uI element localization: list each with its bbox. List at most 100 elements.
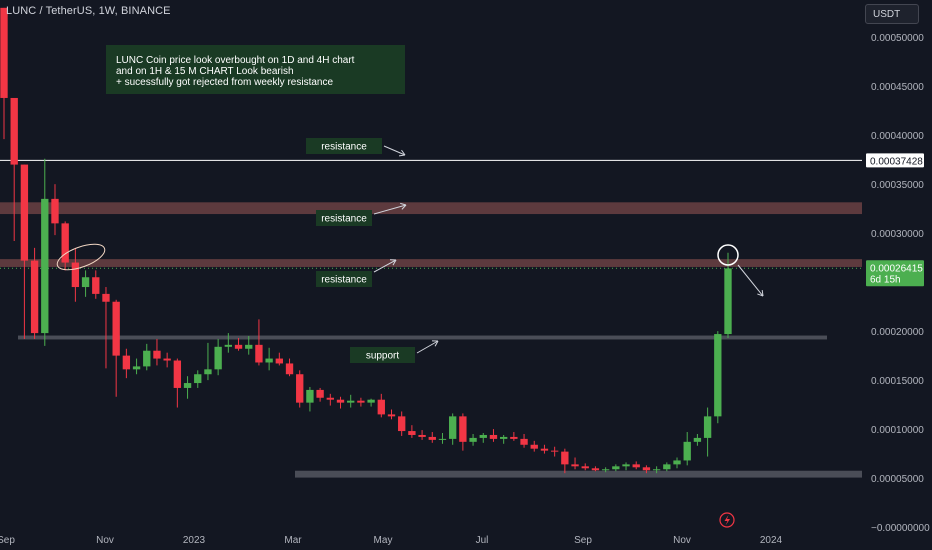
label-arrow	[383, 145, 406, 157]
label-arrow	[416, 340, 439, 354]
x-tick-label: 2023	[183, 535, 206, 546]
label-text: support	[366, 351, 400, 362]
arrow-shaft	[383, 145, 406, 156]
candle	[449, 413, 457, 445]
candle	[520, 433, 528, 448]
x-tick-label: Nov	[96, 535, 114, 546]
candle	[61, 221, 69, 271]
candle	[30, 247, 39, 339]
candle	[285, 358, 294, 377]
downside-arrow	[737, 264, 764, 297]
lightning-bolt-icon	[719, 512, 735, 528]
arrow-head	[761, 289, 764, 297]
label-background	[316, 210, 372, 226]
candle-body	[285, 363, 294, 375]
y-tick-label: 0.00015000	[871, 376, 924, 387]
candle	[601, 467, 610, 473]
x-tick-label: Sep	[0, 535, 15, 546]
y-tick-label: 0.00040000	[871, 131, 924, 142]
candle	[703, 407, 712, 457]
candle-body	[418, 434, 426, 437]
candle-body	[102, 293, 110, 302]
candle	[367, 398, 375, 407]
label-text: resistance	[321, 214, 367, 225]
candle	[204, 342, 212, 381]
note-line: and on 1H & 15 M CHART Look bearish	[116, 66, 294, 77]
arrow-head	[401, 149, 406, 156]
arrow-head	[392, 259, 397, 266]
candle-body	[81, 277, 90, 288]
candle-body	[347, 400, 355, 403]
candle	[306, 386, 314, 412]
label-arrow	[373, 202, 407, 215]
y-tick-label: 0.00050000	[871, 33, 924, 44]
candle-body	[153, 350, 161, 359]
candle-body	[163, 358, 171, 361]
candle-body	[398, 416, 406, 432]
candle-body	[41, 198, 49, 334]
x-tick-label: Sep	[574, 535, 592, 546]
candle	[622, 462, 630, 471]
candle	[479, 433, 487, 443]
arrow-head	[434, 340, 439, 347]
note-line: LUNC Coin price look overbought on 1D an…	[116, 55, 355, 66]
candle	[489, 429, 498, 442]
candle	[540, 444, 549, 454]
arrow-shaft	[373, 204, 407, 215]
candle	[398, 411, 406, 436]
arrow-shaft	[373, 259, 397, 273]
candle	[673, 457, 681, 469]
candle-body	[173, 360, 182, 388]
candle-body	[408, 431, 416, 435]
candle	[591, 466, 600, 472]
candle	[173, 358, 182, 408]
price-tag-countdown: 6d 15h	[870, 274, 901, 285]
bottom-support-band	[295, 470, 862, 478]
candle-body	[652, 469, 661, 471]
candle	[438, 433, 447, 444]
note-line: + sucessfully got rejected from weekly r…	[116, 77, 333, 88]
y-tick-label: 0.00005000	[871, 474, 924, 485]
resistance-label: resistance	[316, 210, 372, 226]
price-tag-value: 0.00026415	[870, 263, 923, 274]
candle-body	[428, 436, 436, 440]
candle	[153, 338, 161, 366]
candle-body	[0, 7, 8, 98]
candle-body	[693, 437, 702, 442]
candle-body	[510, 436, 518, 439]
candle	[112, 299, 120, 397]
candle	[183, 376, 192, 399]
candle-body	[112, 301, 120, 356]
candle-body	[255, 344, 263, 363]
candle	[296, 370, 304, 408]
candle-body	[20, 164, 29, 261]
candle-body	[449, 416, 457, 439]
currency-button[interactable]: USDT	[865, 4, 919, 24]
candle	[194, 370, 202, 388]
candle-body	[92, 277, 100, 294]
candle-body	[489, 434, 498, 439]
candle-body	[632, 464, 640, 468]
candle-body	[245, 344, 253, 349]
price-tag-bg	[866, 153, 924, 168]
candle	[459, 413, 467, 451]
candle-body	[367, 399, 375, 403]
candle-body	[214, 346, 222, 370]
candle	[408, 425, 416, 438]
candle-body	[275, 358, 283, 364]
label-text: resistance	[321, 275, 367, 286]
arrow-head	[401, 204, 407, 210]
candle-body	[143, 350, 151, 367]
note-background	[106, 45, 405, 94]
candle-body	[663, 464, 671, 470]
candle-body	[204, 369, 212, 375]
candle	[550, 446, 559, 457]
bolt-ring	[719, 512, 735, 528]
candle	[92, 270, 100, 299]
resistance-label: resistance	[306, 138, 382, 154]
candle-body	[571, 464, 579, 467]
candle	[51, 184, 59, 236]
candle	[357, 397, 365, 407]
candlestick-series	[0, 7, 732, 474]
